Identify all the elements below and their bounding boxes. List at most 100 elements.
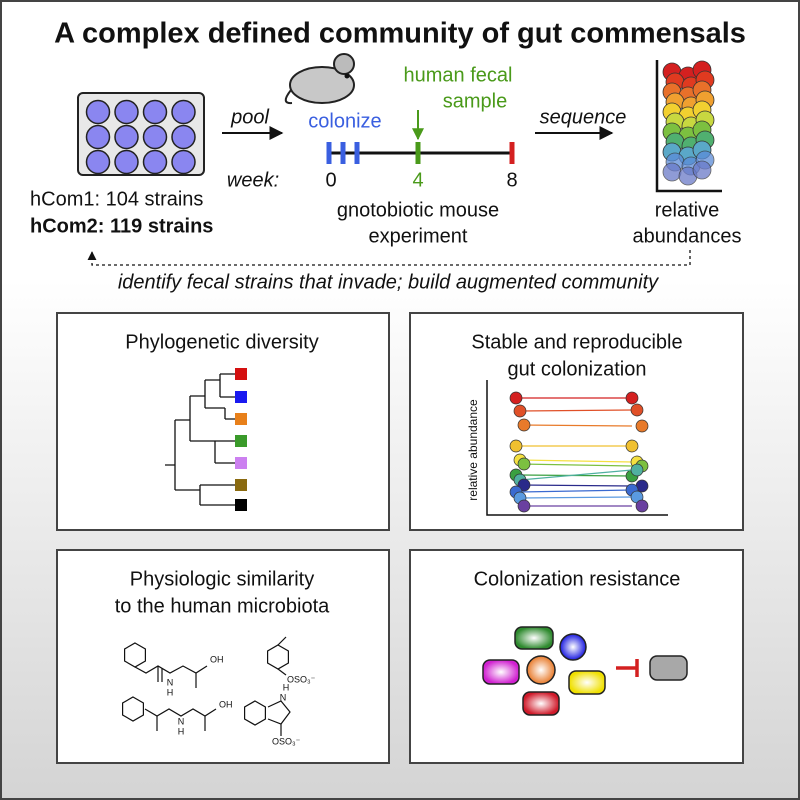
community-label: hCom1: 104 strains — [30, 188, 203, 210]
well — [114, 99, 139, 125]
mouse-eye — [344, 73, 350, 79]
week-label: week: — [227, 169, 279, 191]
well — [142, 149, 168, 175]
pair-line — [519, 484, 633, 487]
panel-title: Physiologic similarity — [130, 568, 315, 590]
benzene-ring — [123, 642, 146, 668]
plot-axes — [486, 380, 668, 516]
well — [85, 124, 111, 150]
molecules — [121, 636, 291, 736]
panel-title: Stable and reproducible — [471, 331, 682, 353]
atom-label: N — [178, 716, 185, 726]
atom-label: N — [280, 692, 287, 702]
atom-label: N — [167, 677, 174, 687]
pair-dot — [630, 403, 644, 417]
pair-line — [519, 489, 633, 493]
pair-dot — [625, 391, 639, 405]
benzene-ring — [121, 696, 144, 722]
colonize-label: colonize — [308, 110, 381, 132]
pair-dot — [509, 439, 523, 453]
title: A complex defined community of gut comme… — [54, 18, 746, 50]
tree-tip — [235, 499, 247, 511]
microbe — [568, 670, 606, 695]
abundance-axes — [655, 60, 722, 193]
well — [114, 149, 139, 175]
pair-dot — [517, 457, 531, 471]
pair-line — [519, 424, 633, 427]
tree-tip — [235, 457, 247, 469]
pair-dot — [630, 463, 644, 477]
mouse — [284, 53, 355, 105]
pair-line — [519, 409, 633, 412]
well — [85, 149, 111, 175]
panel-title: to the human microbiota — [115, 595, 330, 617]
panel-title: gut colonization — [508, 358, 647, 380]
tree-tip — [235, 391, 247, 403]
tree-tip — [235, 413, 247, 425]
well — [142, 99, 168, 125]
feedback-label: identify fecal strains that invade; buil… — [118, 271, 659, 293]
abundance-stack — [662, 60, 715, 186]
pair-line — [519, 459, 633, 463]
pair-line — [519, 469, 633, 481]
mouse-ear — [333, 53, 355, 75]
microbe — [522, 691, 560, 716]
colonization-pairs — [509, 391, 649, 513]
well-plate — [77, 92, 205, 176]
pair-dot — [513, 404, 527, 418]
panel-title: Colonization resistance — [474, 568, 681, 590]
bond — [277, 668, 287, 676]
microbe — [526, 655, 556, 685]
community-label: hCom2: 119 strains — [30, 215, 213, 237]
abundance-dot — [662, 162, 682, 182]
invader — [649, 655, 688, 681]
well — [142, 124, 168, 150]
panel — [409, 312, 744, 531]
fecal-label: human fecal — [404, 64, 513, 86]
bond — [277, 636, 287, 646]
atom-label: H — [178, 726, 185, 736]
well — [85, 99, 111, 125]
pair-dot — [517, 478, 531, 492]
week-number: 4 — [412, 169, 423, 191]
pool-label: pool — [230, 106, 269, 128]
microbe — [514, 626, 554, 650]
well — [171, 149, 196, 175]
panel-title: Phylogenetic diversity — [125, 331, 318, 353]
atom-label: H — [283, 682, 290, 692]
atom-label: H — [167, 687, 174, 697]
microbe — [559, 633, 587, 661]
atom-label: OSO₃⁻ — [272, 736, 301, 746]
feedback-arrow — [87, 250, 691, 266]
week-number: 8 — [506, 169, 517, 191]
pair-dot — [635, 499, 649, 513]
tree-tips — [235, 368, 247, 511]
atom-label: OH — [210, 654, 224, 664]
experiment-label: experiment — [369, 225, 468, 247]
axis-label: relative abundance — [466, 399, 480, 501]
phylo-tree — [165, 373, 238, 506]
abundance-dot — [692, 160, 712, 180]
benzene-ring — [267, 644, 289, 670]
fecal-label: sample — [443, 90, 507, 112]
panel — [56, 549, 390, 764]
tree-tip — [235, 479, 247, 491]
panel — [56, 312, 390, 531]
mouse-tail — [284, 89, 293, 105]
atom-label: OH — [219, 699, 233, 709]
tree-tip — [235, 435, 247, 447]
tree-tip — [235, 368, 247, 380]
microbe — [482, 659, 520, 685]
inhibition-symbol — [616, 659, 639, 677]
benzene-ring — [244, 700, 266, 726]
well — [114, 124, 139, 150]
atom-label: OSO₃⁻ — [287, 674, 316, 684]
pair-dot — [625, 439, 639, 453]
sequence-label: sequence — [540, 106, 627, 128]
well — [171, 124, 196, 150]
pair-line — [519, 496, 633, 499]
pair-line — [519, 463, 633, 467]
pair-dot — [635, 419, 649, 433]
